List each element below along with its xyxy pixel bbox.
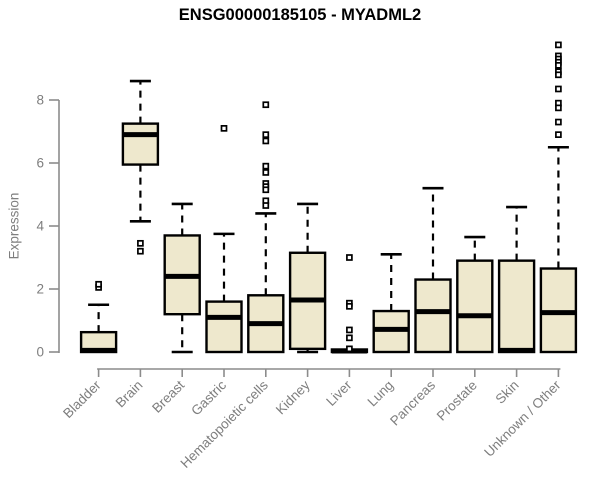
x-tick-label-unknown-other: Unknown / Other bbox=[481, 377, 564, 460]
x-tick-label-bladder: Bladder bbox=[60, 377, 104, 421]
outlier-point bbox=[262, 137, 270, 145]
x-tick-label-kidney: Kidney bbox=[273, 377, 313, 417]
x-tick-label-brain: Brain bbox=[113, 378, 146, 411]
outlier-point bbox=[262, 101, 270, 109]
outlier-point bbox=[95, 280, 102, 288]
y-tick-label-6: 6 bbox=[36, 156, 44, 171]
boxplot-brain bbox=[121, 79, 160, 255]
outlier-point bbox=[137, 239, 144, 247]
boxplot-hematopoietic-cells bbox=[247, 101, 285, 354]
outlier-point bbox=[262, 162, 270, 170]
outlier-point bbox=[555, 61, 562, 69]
boxplot-prostate bbox=[456, 235, 494, 354]
x-tick-label-prostate: Prostate bbox=[434, 378, 480, 424]
outlier-point bbox=[262, 186, 270, 194]
outlier-point bbox=[262, 202, 270, 209]
x-tick-label-liver: Liver bbox=[323, 377, 355, 409]
iqr-box bbox=[456, 259, 494, 354]
outlier-point bbox=[555, 104, 562, 112]
outlier-point bbox=[137, 247, 144, 255]
outlier-point bbox=[346, 334, 353, 342]
y-tick-label-2: 2 bbox=[36, 282, 44, 297]
x-tick-label-lung: Lung bbox=[364, 378, 396, 410]
boxplot-lung bbox=[372, 253, 410, 354]
y-axis: 0 2 4 6 8 bbox=[36, 93, 60, 360]
boxplot-gastric bbox=[205, 124, 243, 354]
iqr-box bbox=[121, 122, 160, 166]
boxplot-breast bbox=[163, 202, 201, 354]
boxplot-pancreas bbox=[414, 186, 452, 354]
outlier-point bbox=[555, 118, 562, 126]
boxplot-kidney bbox=[288, 202, 327, 354]
outlier-point bbox=[346, 254, 353, 261]
boxplot-unknown-other bbox=[539, 41, 578, 354]
outlier-point bbox=[262, 169, 270, 176]
x-tick-label-pancreas: Pancreas bbox=[387, 377, 438, 428]
y-tick-label-0: 0 bbox=[36, 345, 44, 360]
outlier-point bbox=[220, 124, 228, 132]
x-tick-label-breast: Breast bbox=[149, 377, 187, 415]
outlier-point bbox=[555, 41, 562, 49]
iqr-box bbox=[414, 278, 452, 354]
outlier-point bbox=[555, 85, 562, 93]
outlier-point bbox=[346, 302, 353, 310]
y-tick-label-4: 4 bbox=[36, 219, 44, 234]
x-tick-label-gastric: Gastric bbox=[188, 377, 229, 418]
iqr-box bbox=[497, 259, 536, 354]
chart-title: ENSG00000185105 - MYADML2 bbox=[178, 6, 422, 24]
outlier-point bbox=[346, 345, 353, 353]
outlier-point bbox=[555, 71, 562, 79]
outlier-point bbox=[262, 131, 270, 138]
boxplot-liver bbox=[330, 254, 369, 354]
boxplot-skin bbox=[497, 205, 536, 354]
boxplot-bladder bbox=[79, 280, 118, 354]
y-tick-label-8: 8 bbox=[36, 93, 44, 108]
x-tick-label-skin: Skin bbox=[493, 378, 522, 407]
outlier-point bbox=[555, 131, 562, 138]
iqr-box bbox=[205, 300, 243, 354]
outlier-point bbox=[346, 326, 353, 334]
